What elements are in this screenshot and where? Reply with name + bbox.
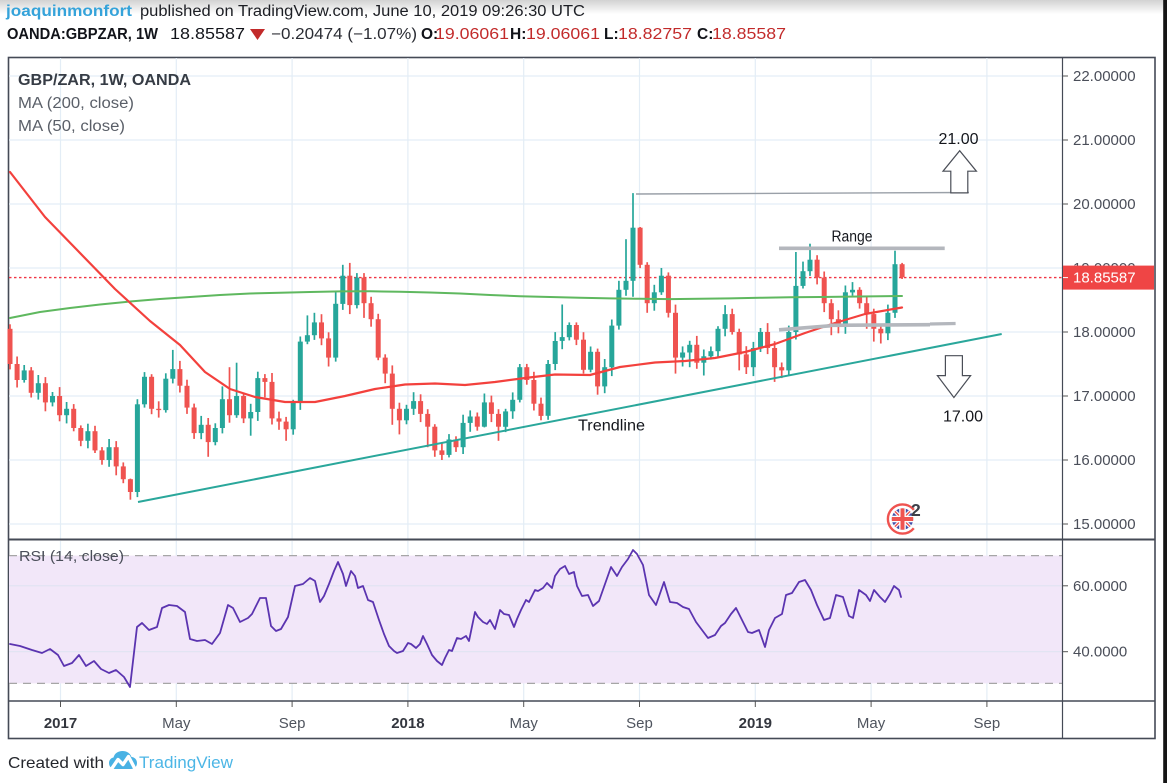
svg-text:2018: 2018 [391, 715, 424, 732]
svg-text:Created with: Created with [8, 755, 104, 772]
svg-text:19.06061: 19.06061 [526, 26, 600, 43]
svg-text:RSI (14, close): RSI (14, close) [19, 548, 124, 565]
svg-text:22.00000: 22.00000 [1073, 68, 1136, 85]
svg-text:Trendline: Trendline [578, 418, 645, 435]
svg-text:17.00000: 17.00000 [1073, 388, 1136, 405]
svg-text:60.0000: 60.0000 [1073, 578, 1127, 595]
svg-text:18.85587: 18.85587 [712, 26, 786, 43]
svg-text:May: May [857, 715, 886, 732]
svg-text:17.00: 17.00 [943, 409, 983, 426]
svg-text:21.00000: 21.00000 [1073, 132, 1136, 149]
svg-text:Sep: Sep [626, 715, 653, 732]
svg-text:published on TradingView.com,: published on TradingView.com, June 10, 2… [140, 3, 585, 20]
svg-text:Sep: Sep [279, 715, 306, 732]
svg-text:18.85587: 18.85587 [1073, 270, 1136, 287]
svg-text:18.82757: 18.82757 [618, 26, 692, 43]
svg-text:2019: 2019 [739, 715, 772, 732]
svg-text:C:: C: [697, 26, 713, 43]
svg-text:TradingView: TradingView [139, 754, 233, 772]
svg-text:16.00000: 16.00000 [1073, 452, 1136, 469]
svg-text:18.85587: 18.85587 [170, 26, 245, 43]
svg-text:joaquinmonfort: joaquinmonfort [5, 3, 132, 20]
svg-text:MA (50, close): MA (50, close) [18, 118, 125, 135]
svg-text:40.0000: 40.0000 [1073, 644, 1127, 661]
svg-text:GBP/ZAR, 1W, OANDA: GBP/ZAR, 1W, OANDA [18, 72, 191, 89]
svg-text:18.00000: 18.00000 [1073, 324, 1136, 341]
svg-text:15.00000: 15.00000 [1073, 516, 1136, 533]
svg-text:Sep: Sep [974, 715, 1001, 732]
svg-text:May: May [162, 715, 191, 732]
svg-text:MA (200, close): MA (200, close) [18, 95, 134, 112]
svg-text:21.00: 21.00 [938, 131, 978, 148]
svg-text:OANDA:GBPZAR, 1W: OANDA:GBPZAR, 1W [7, 26, 158, 43]
svg-text:2017: 2017 [44, 715, 77, 732]
svg-text:Range: Range [832, 229, 873, 246]
svg-text:20.00000: 20.00000 [1073, 196, 1136, 213]
svg-text:2: 2 [911, 500, 921, 520]
svg-text:L:: L: [604, 26, 619, 43]
svg-text:−0.20474 (−1.07%): −0.20474 (−1.07%) [271, 26, 417, 43]
svg-text:19.06061: 19.06061 [435, 26, 509, 43]
svg-text:May: May [510, 715, 539, 732]
svg-text:H:: H: [510, 26, 526, 43]
svg-text:O:: O: [421, 26, 438, 43]
